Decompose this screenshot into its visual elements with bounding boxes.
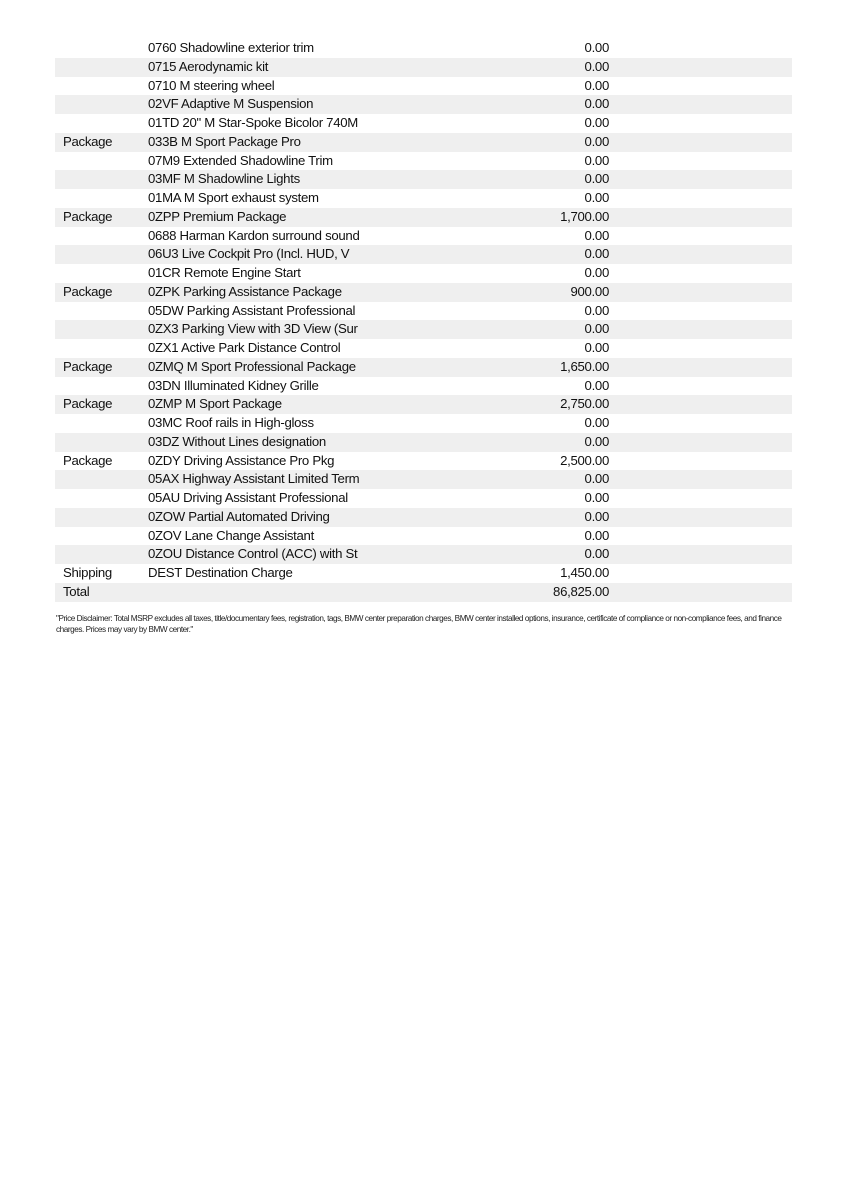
row-description: 07M9 Extended Shadowline Trim <box>148 152 333 168</box>
table-row: 07M9 Extended Shadowline Trim 0.00 <box>55 152 792 171</box>
row-amount: 0.00 <box>584 471 610 487</box>
table-row: Shipping DEST Destination Charge 1,450.00 <box>55 564 792 583</box>
row-amount: 2,500.00 <box>560 452 609 468</box>
row-description: 03MC Roof rails in High-gloss <box>148 415 314 430</box>
row-amount: 0.00 <box>584 508 610 524</box>
row-amount: 0.00 <box>584 377 610 393</box>
row-description: 02VF Adaptive M Suspension <box>148 96 314 112</box>
row-amount: 0.00 <box>584 302 610 318</box>
row-amount: 0.00 <box>584 321 610 337</box>
row-amount: 0.00 <box>584 115 610 130</box>
table-row: Package 0ZMP M Sport Package 2,750.00 <box>55 395 792 414</box>
table-row: 03DZ Without Lines designation 0.00 <box>55 432 792 452</box>
row-amount: 0.00 <box>584 152 610 168</box>
row-amount: 900.00 <box>570 283 609 299</box>
row-amount: 0.00 <box>584 340 610 355</box>
row-description: 03MF M Shadowline Lights <box>148 171 300 187</box>
table-row: 01MA M Sport exhaust system 0.00 <box>55 189 792 208</box>
row-description: 01TD 20" M Star-Spoke Bicolor 740M <box>148 115 358 130</box>
row-amount: 0.00 <box>584 246 610 262</box>
row-amount: 0.00 <box>584 133 610 149</box>
row-amount: 0.00 <box>584 96 610 112</box>
row-description: 0ZOV Lane Change Assistant <box>148 527 314 543</box>
row-category: Package <box>63 358 113 374</box>
table-row: Package 0ZPK Parking Assistance Package 90… <box>55 282 792 302</box>
row-description: 06U3 Live Cockpit Pro (Incl. HUD, V <box>148 246 350 262</box>
row-description: 0ZOU Distance Control (ACC) with St <box>148 546 358 562</box>
row-amount: 0.00 <box>584 527 610 543</box>
row-category: Package <box>63 208 113 224</box>
row-description: 0ZMP M Sport Package <box>148 396 282 412</box>
row-description: 03DN Illuminated Kidney Grille <box>148 377 319 393</box>
row-category: Package <box>63 452 113 468</box>
row-amount: 0.00 <box>584 415 610 430</box>
row-amount: 0.00 <box>584 171 610 187</box>
row-description: 0ZOW Partial Automated Driving <box>148 508 330 524</box>
row-amount: 1,450.00 <box>560 565 609 580</box>
row-description: 0ZMQ M Sport Professional Package <box>148 358 356 374</box>
table-row: Package 033B M Sport Package Pro 0.00 <box>55 132 792 152</box>
table-row: 05AU Driving Assistant Professional 0.00 <box>55 489 792 508</box>
price-disclaimer: "Price Disclaimer: Total MSRP excludes a… <box>56 614 782 634</box>
table-row: 0688 Harman Kardon surround sound 0.00 <box>55 227 792 246</box>
row-amount: 0.00 <box>584 190 610 205</box>
row-description: 0715 Aerodynamic kit <box>148 58 269 74</box>
table-row: 0ZOV Lane Change Assistant 0.00 <box>55 527 792 546</box>
row-category: Package <box>63 133 113 149</box>
table-row: 0ZOU Distance Control (ACC) with St 0.00 <box>55 545 792 564</box>
table-row: Package 0ZDY Driving Assistance Pro Pkg 2,… <box>55 452 792 471</box>
total-row: Total 86,825.00 <box>55 582 792 602</box>
table-row: 01TD 20" M Star-Spoke Bicolor 740M 0.00 <box>55 114 792 133</box>
table-row: Package 0ZMQ M Sport Professional Package… <box>55 357 792 377</box>
table-row: 05AX Highway Assistant Limited Term 0.00 <box>55 470 792 489</box>
row-description: 01MA M Sport exhaust system <box>148 190 319 205</box>
row-amount: 0.00 <box>584 546 610 562</box>
row-description: 03DZ Without Lines designation <box>148 433 326 449</box>
table-row: Package 0ZPP Premium Package 1,700.00 <box>55 207 792 227</box>
table-row: 0ZX1 Active Park Distance Control 0.00 <box>55 339 792 358</box>
row-amount: 0.00 <box>584 433 610 449</box>
row-description: 0710 M steering wheel <box>148 77 275 93</box>
row-category: Shipping <box>63 565 112 580</box>
table-row: 0ZOW Partial Automated Driving 0.00 <box>55 507 792 527</box>
row-description: 0ZDY Driving Assistance Pro Pkg <box>148 452 335 468</box>
row-description: 033B M Sport Package Pro <box>148 133 301 149</box>
row-amount: 0.00 <box>584 58 610 74</box>
table-row: 05DW Parking Assistant Professional 0.00 <box>55 302 792 321</box>
row-amount: 86,825.00 <box>553 583 609 599</box>
table-row: 01CR Remote Engine Start 0.00 <box>55 264 792 283</box>
table-row: 0ZX3 Parking View with 3D View (Sur 0.00 <box>55 320 792 339</box>
row-amount: 0.00 <box>584 227 610 243</box>
row-category: Package <box>63 283 113 299</box>
table-row: 02VF Adaptive M Suspension 0.00 <box>55 95 792 114</box>
table-row: 0715 Aerodynamic kit 0.00 <box>55 57 792 77</box>
row-description: 0ZX1 Active Park Distance Control <box>148 340 341 355</box>
row-amount: 1,650.00 <box>560 358 609 374</box>
row-description: 01CR Remote Engine Start <box>148 265 301 280</box>
table-row: 06U3 Live Cockpit Pro (Incl. HUD, V 0.00 <box>55 245 792 264</box>
table-row: 03MF M Shadowline Lights 0.00 <box>55 170 792 189</box>
table-row: 0760 Shadowline exterior trim 0.00 <box>55 39 792 58</box>
row-amount: 0.00 <box>584 490 610 505</box>
row-description: 0ZX3 Parking View with 3D View (Sur <box>148 321 358 337</box>
row-description: 05AX Highway Assistant Limited Term <box>148 471 360 487</box>
table-row: 0710 M steering wheel 0.00 <box>55 77 792 96</box>
row-description: DEST Destination Charge <box>148 565 293 580</box>
row-description: 0ZPK Parking Assistance Package <box>148 283 342 299</box>
row-description: 0ZPP Premium Package <box>148 208 287 224</box>
row-amount: 2,750.00 <box>560 396 609 412</box>
row-amount: 0.00 <box>584 265 610 280</box>
row-description: 0688 Harman Kardon surround sound <box>148 227 360 243</box>
row-description: 05AU Driving Assistant Professional <box>148 490 348 505</box>
row-amount: 0.00 <box>584 40 610 55</box>
row-amount: 0.00 <box>584 77 610 93</box>
table-row: 03DN Illuminated Kidney Grille 0.00 <box>55 377 792 396</box>
pricing-table: 0760 Shadowline exterior trim 0.00 0715 Ae… <box>55 39 792 602</box>
row-amount: 1,700.00 <box>560 208 609 224</box>
table-row: 03MC Roof rails in High-gloss 0.00 <box>55 414 792 433</box>
row-category: Total <box>63 583 90 599</box>
row-description: 0760 Shadowline exterior trim <box>148 40 314 55</box>
row-description: 05DW Parking Assistant Professional <box>148 302 356 318</box>
row-category: Package <box>63 396 113 412</box>
